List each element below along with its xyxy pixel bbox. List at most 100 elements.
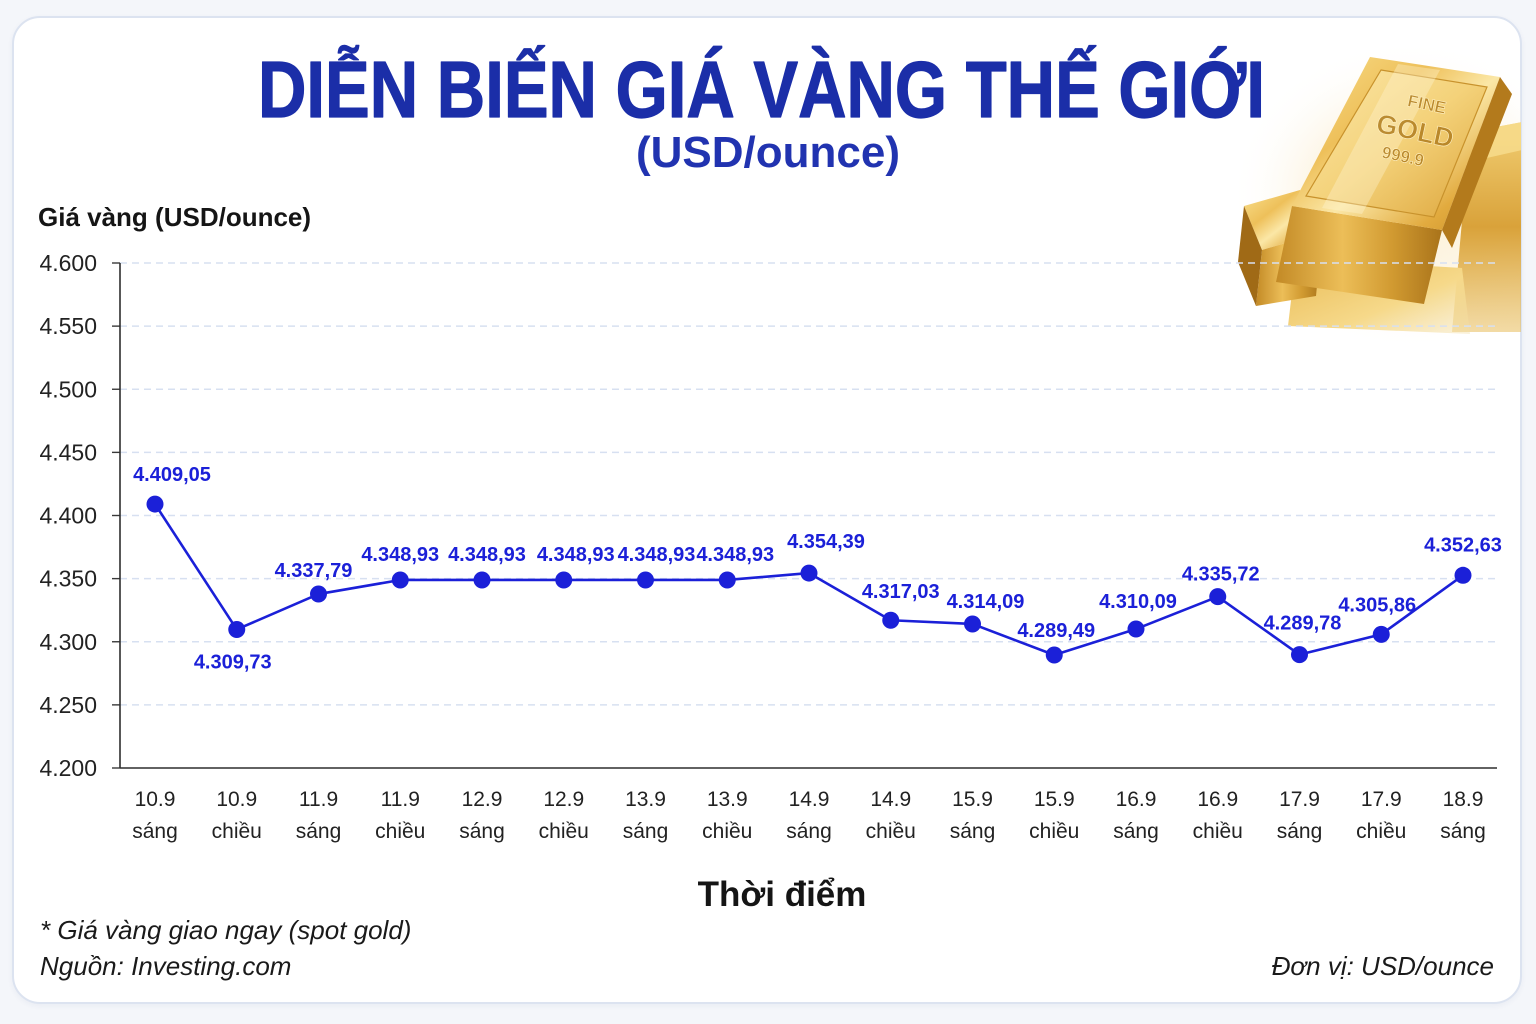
data-point xyxy=(1372,625,1390,643)
data-point xyxy=(146,495,164,513)
gold-bar-left-side xyxy=(1238,206,1262,306)
x-tick-period: sáng xyxy=(132,820,178,843)
data-label: 4.348,93 xyxy=(696,544,774,566)
data-label: 4.348,93 xyxy=(618,544,696,566)
data-label: 4.348,93 xyxy=(448,544,526,566)
y-tick-label: 4.200 xyxy=(39,755,97,781)
data-point xyxy=(473,571,491,589)
gold-bar-main-front xyxy=(1276,206,1442,304)
gold-bars-image: FINE GOLD 999.9 xyxy=(1230,40,1521,350)
x-tick-period: chiều xyxy=(1356,820,1406,843)
x-axis-title: Thời điểm xyxy=(698,875,867,914)
x-tick-label: 17.9 sáng xyxy=(1277,788,1323,843)
y-tick-label: 4.500 xyxy=(39,376,97,402)
x-tick-period: chiều xyxy=(212,820,262,843)
x-tick-date: 17.9 xyxy=(1279,788,1320,811)
x-tick-date: 14.9 xyxy=(870,788,911,811)
x-tick-date: 16.9 xyxy=(1197,788,1238,811)
chart-title: DIỄN BIẾN GIÁ VÀNG THẾ GIỚI xyxy=(258,45,1265,134)
data-label: 4.348,93 xyxy=(537,544,615,566)
y-axis-grid: 4.200 4.250 4.300 4.350 4.400 4.450 4.500 4.550… xyxy=(39,250,1497,781)
x-tick-label: 13.9 chiều xyxy=(702,788,752,843)
data-label: 4.348,93 xyxy=(361,544,439,566)
x-tick-period: sáng xyxy=(296,820,342,843)
y-tick-label: 4.550 xyxy=(39,313,97,339)
x-tick-date: 14.9 xyxy=(789,788,830,811)
data-point xyxy=(1045,646,1063,664)
data-point xyxy=(310,585,327,603)
x-tick-period: sáng xyxy=(1113,820,1159,843)
x-tick-label: 10.9 sáng xyxy=(132,788,178,843)
data-point xyxy=(555,571,573,589)
engraving-purity: 999.9 xyxy=(1380,143,1426,170)
x-tick-date: 15.9 xyxy=(952,788,993,811)
data-label: 4.354,39 xyxy=(787,531,865,553)
data-label: 4.289,78 xyxy=(1264,613,1342,635)
x-tick-label: 11.9 chiều xyxy=(375,788,425,843)
x-tick-label: 14.9 sáng xyxy=(786,788,832,843)
footnote: * Giá vàng giao ngay (spot gold) xyxy=(40,915,411,945)
unit-note: Đơn vị: USD/ounce xyxy=(1272,951,1494,981)
x-tick-date: 17.9 xyxy=(1361,788,1402,811)
data-point xyxy=(1454,566,1472,584)
data-point xyxy=(882,611,900,629)
x-tick-date: 13.9 xyxy=(707,788,748,811)
x-tick-period: sáng xyxy=(623,820,669,843)
data-point xyxy=(228,620,246,638)
data-label: 4.309,73 xyxy=(194,651,272,673)
y-tick-label: 4.600 xyxy=(39,250,97,276)
data-label: 4.310,09 xyxy=(1099,591,1177,613)
x-tick-date: 11.9 xyxy=(381,788,420,811)
y-axis-title: Giá vàng (USD/ounce) xyxy=(38,202,311,232)
data-label: 4.352,63 xyxy=(1424,534,1502,556)
x-tick-period: chiều xyxy=(1029,820,1079,843)
x-tick-period: sáng xyxy=(786,820,832,843)
x-tick-label: 16.9 chiều xyxy=(1193,788,1243,843)
data-point xyxy=(964,615,981,633)
x-tick-date: 18.9 xyxy=(1443,788,1484,811)
x-tick-label: 15.9 chiều xyxy=(1029,788,1079,843)
chart-subtitle: (USD/ounce) xyxy=(636,128,900,177)
x-tick-label: 15.9 sáng xyxy=(950,788,996,843)
x-tick-date: 11.9 xyxy=(299,788,338,811)
y-tick-label: 4.300 xyxy=(39,629,97,655)
x-tick-date: 12.9 xyxy=(462,788,503,811)
x-tick-label: 10.9 chiều xyxy=(212,788,262,843)
x-tick-date: 13.9 xyxy=(625,788,666,811)
x-tick-date: 12.9 xyxy=(543,788,584,811)
x-tick-label: 14.9 chiều xyxy=(866,788,916,843)
data-point xyxy=(1209,588,1227,606)
x-tick-label: 12.9 chiều xyxy=(539,788,589,843)
x-tick-date: 10.9 xyxy=(135,788,176,811)
gold-bar-main-inset xyxy=(1305,69,1488,218)
data-label: 4.335,72 xyxy=(1182,564,1260,586)
data-point xyxy=(718,571,736,589)
x-tick-period: chiều xyxy=(375,820,425,843)
x-tick-date: 10.9 xyxy=(216,788,257,811)
x-tick-period: chiều xyxy=(866,820,916,843)
x-tick-period: sáng xyxy=(459,820,505,843)
x-tick-period: chiều xyxy=(702,820,752,843)
data-point xyxy=(391,571,409,589)
x-tick-date: 15.9 xyxy=(1034,788,1075,811)
line-chart: 4.200 4.250 4.300 4.350 4.400 4.450 4.500 4.550… xyxy=(39,250,1501,843)
data-point xyxy=(637,571,654,589)
y-tick-label: 4.250 xyxy=(39,692,97,718)
x-tick-period: sáng xyxy=(1277,820,1323,843)
x-tick-label: 13.9 sáng xyxy=(623,788,669,843)
x-tick-label: 12.9 sáng xyxy=(459,788,505,843)
data-point xyxy=(1127,620,1145,638)
x-tick-period: sáng xyxy=(1440,820,1486,843)
gold-bar-highlight xyxy=(1322,64,1440,214)
x-tick-label: 11.9 sáng xyxy=(296,788,342,843)
series: 4.409,054.309,734.337,794.348,93 4.348,93… xyxy=(133,464,1502,673)
data-label: 4.409,05 xyxy=(133,464,211,486)
data-label: 4.305,86 xyxy=(1338,594,1416,616)
x-tick-label: 18.9 sáng xyxy=(1440,788,1486,843)
data-label: 4.314,09 xyxy=(947,591,1025,613)
x-tick-period: chiều xyxy=(539,820,589,843)
data-point xyxy=(1291,646,1308,664)
data-label: 4.337,79 xyxy=(275,560,353,582)
gold-bar-main-side xyxy=(1442,77,1512,248)
